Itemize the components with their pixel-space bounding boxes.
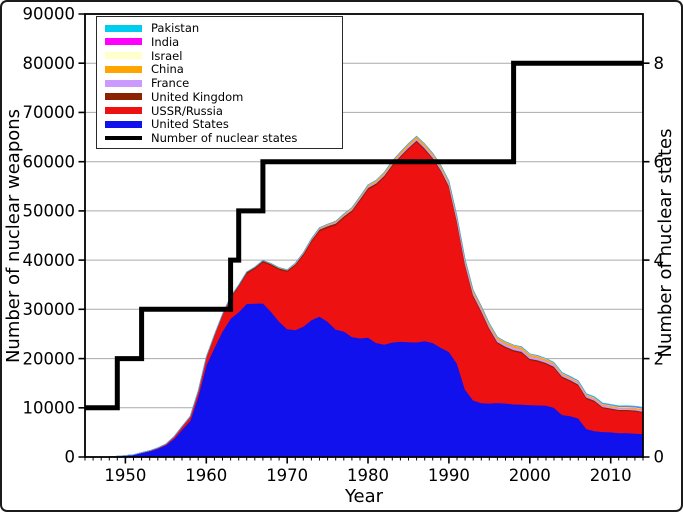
y-tick-label: 30000 <box>23 300 76 319</box>
series-color-swatch <box>105 120 142 128</box>
legend-label: Pakistan <box>151 21 200 35</box>
legend-label: USSR/Russia <box>151 103 223 118</box>
y-tick-label: 90000 <box>23 5 76 24</box>
states-line-swatch <box>105 136 142 140</box>
y2-axis-title: Number of nuclear states <box>655 128 676 357</box>
y2-tick-label: 0 <box>654 448 665 467</box>
y2-tick-label: 6 <box>654 152 665 171</box>
legend-label: Number of nuclear states <box>151 131 298 145</box>
x-tick-label: 1990 <box>428 466 470 485</box>
x-tick-label: 1980 <box>347 466 389 485</box>
plot-border <box>84 13 644 458</box>
x-tick-label: 2010 <box>590 466 632 485</box>
legend-item: India <box>105 36 338 48</box>
legend-item: Pakistan <box>105 22 338 34</box>
axes-layer: 0100002000030000400005000060000700008000… <box>23 5 665 485</box>
y-tick-label: 60000 <box>23 152 76 171</box>
y2-tick-label: 2 <box>654 349 665 368</box>
legend-label: United States <box>151 117 229 132</box>
y-tick-label: 20000 <box>23 349 76 368</box>
legend-item: France <box>105 77 338 89</box>
y-axis-title: Number of nuclear weapons <box>3 109 24 363</box>
series-color-swatch <box>105 107 142 114</box>
y-tick-label: 70000 <box>23 103 76 122</box>
series-color-swatch <box>105 65 142 73</box>
y-tick-label: 0 <box>65 448 76 467</box>
y-tick-label: 10000 <box>23 399 76 418</box>
legend: Pakistan India Israel China France United Kin… <box>96 16 343 149</box>
legend-item: Number of nuclear states <box>105 132 338 144</box>
series-color-swatch <box>105 38 142 46</box>
series-color-swatch <box>105 24 142 32</box>
legend-item: United Kingdom <box>105 91 338 103</box>
legend-label: Israel <box>151 48 183 63</box>
y2-tick-label: 8 <box>654 54 665 73</box>
legend-label: France <box>151 76 190 90</box>
legend-item: Israel <box>105 50 338 62</box>
y-tick-label: 50000 <box>23 202 76 221</box>
series-color-swatch <box>105 79 142 87</box>
series-color-swatch <box>105 93 142 101</box>
x-tick-label: 1960 <box>185 466 227 485</box>
legend-item: USSR/Russia <box>105 105 338 117</box>
states-line-layer <box>85 60 643 411</box>
y-tick-label: 80000 <box>23 54 76 73</box>
x-tick-label: 1950 <box>104 466 146 485</box>
legend-item: United States <box>105 118 338 130</box>
y2-tick-label: 4 <box>654 251 665 270</box>
stacked-areas <box>85 135 644 458</box>
y-tick-label: 40000 <box>23 251 76 270</box>
series-color-swatch <box>105 52 142 59</box>
x-tick-label: 1970 <box>266 466 308 485</box>
states-step-line <box>85 60 643 411</box>
legend-label: India <box>151 34 180 49</box>
legend-label: United Kingdom <box>151 89 244 104</box>
legend-item: China <box>105 63 338 75</box>
legend-label: China <box>151 62 184 77</box>
x-axis-title: Year <box>344 486 384 507</box>
x-tick-label: 2000 <box>509 466 551 485</box>
